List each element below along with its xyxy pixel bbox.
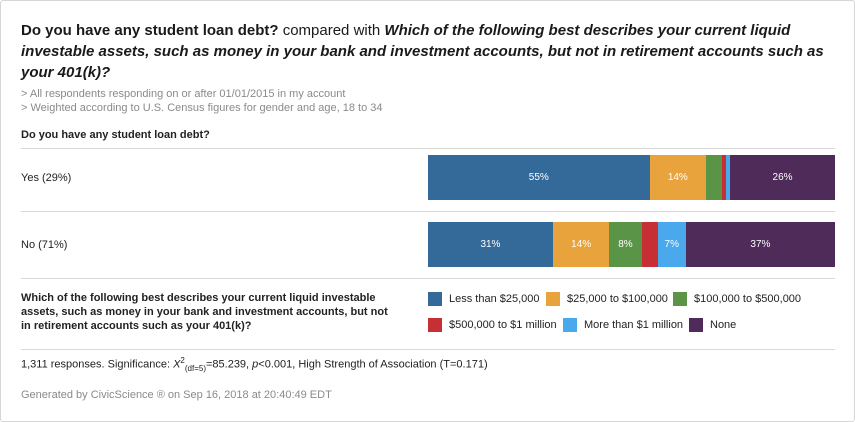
significance-note: 1,311 responses. Significance: X2(df=5)=… bbox=[21, 356, 488, 373]
degrees-of-freedom: (df=5) bbox=[184, 363, 206, 373]
filter-note-respondents: > All respondents responding on or after… bbox=[21, 88, 346, 100]
stacked-bar-yes: 55% 14% 26% bbox=[428, 155, 835, 200]
bar-segment-more-than-1-million bbox=[726, 155, 731, 200]
legend-item-none: None bbox=[689, 318, 736, 332]
bar-segment-500-000-to-1-million bbox=[641, 222, 658, 267]
legend-label: $100,000 to $500,000 bbox=[694, 293, 802, 305]
p-value-text: <0.001, High Strength of Association (T=… bbox=[258, 358, 488, 371]
stacked-bar-no: 31% 14% 8% 7% 37% bbox=[428, 222, 835, 267]
significance-prefix: 1,311 responses. Significance: bbox=[21, 358, 174, 371]
bar-segment-100-000-to-500-000 bbox=[706, 155, 723, 200]
bar-segment-less-than-25-000: 31% bbox=[428, 222, 553, 267]
data-label: 14% bbox=[571, 239, 592, 250]
bar-segment-none: 37% bbox=[685, 222, 835, 267]
bar-segment-less-than-25-000: 55% bbox=[428, 155, 650, 200]
bar-segment-more-than-1-million: 7% bbox=[657, 222, 686, 267]
title-question-2: Which of the following best describes yo… bbox=[21, 22, 824, 81]
bar-segment-none: 26% bbox=[730, 155, 835, 200]
legend-swatch bbox=[428, 318, 442, 332]
title-question-1: Do you have any student loan debt? bbox=[21, 22, 279, 39]
data-label: 55% bbox=[528, 172, 549, 183]
chart-title: Do you have any student loan debt? compa… bbox=[21, 20, 836, 83]
divider bbox=[21, 211, 835, 212]
legend-item-25k-to-100k: $25,000 to $100,000 bbox=[546, 292, 668, 306]
legend-swatch bbox=[546, 292, 560, 306]
data-label: 14% bbox=[667, 172, 688, 183]
divider bbox=[21, 278, 835, 279]
legend-swatch bbox=[673, 292, 687, 306]
legend-label: None bbox=[710, 319, 737, 331]
data-label: 7% bbox=[664, 239, 679, 250]
generated-footer: Generated by CivicScience ® on Sep 16, 2… bbox=[21, 389, 332, 401]
legend-item-less-than-25k: Less than $25,000 bbox=[428, 292, 540, 306]
bar-segment-500-000-to-1-million bbox=[722, 155, 727, 200]
legend-label: More than $1 million bbox=[584, 319, 684, 331]
legend-label: $500,000 to $1 million bbox=[449, 319, 557, 331]
filter-note-weighting: > Weighted according to U.S. Census figu… bbox=[21, 102, 383, 114]
legend-item-more-than-1m: More than $1 million bbox=[563, 318, 683, 332]
chi-square-superscript: 2 bbox=[180, 356, 185, 365]
row-label-no: No (71%) bbox=[21, 239, 68, 251]
legend-swatch bbox=[689, 318, 703, 332]
legend-item-100k-to-500k: $100,000 to $500,000 bbox=[673, 292, 801, 306]
data-label: 26% bbox=[772, 172, 793, 183]
data-label: 31% bbox=[480, 239, 501, 250]
bar-segment-100-000-to-500-000: 8% bbox=[609, 222, 642, 267]
divider bbox=[21, 148, 835, 149]
filter-notes: > All respondents responding on or after… bbox=[21, 87, 383, 115]
title-connector: compared with bbox=[278, 22, 385, 39]
row-question: Do you have any student loan debt? bbox=[21, 129, 210, 141]
bar-segment-25-000-to-100-000: 14% bbox=[552, 222, 610, 267]
data-label: 8% bbox=[618, 239, 633, 250]
legend-label: $25,000 to $100,000 bbox=[567, 293, 668, 305]
chi-square-symbol: X bbox=[173, 358, 181, 371]
data-label: 37% bbox=[750, 239, 771, 250]
divider bbox=[21, 349, 835, 350]
legend-swatch bbox=[563, 318, 577, 332]
row-label-yes: Yes (29%) bbox=[21, 172, 72, 184]
legend-item-500k-to-1m: $500,000 to $1 million bbox=[428, 318, 557, 332]
legend-question: Which of the following best describes yo… bbox=[21, 292, 388, 332]
legend-label: Less than $25,000 bbox=[449, 293, 540, 305]
legend-swatch bbox=[428, 292, 442, 306]
bar-segment-25-000-to-100-000: 14% bbox=[649, 155, 707, 200]
chi-square-value: =85.239, bbox=[205, 358, 253, 371]
p-symbol: p bbox=[252, 358, 259, 371]
